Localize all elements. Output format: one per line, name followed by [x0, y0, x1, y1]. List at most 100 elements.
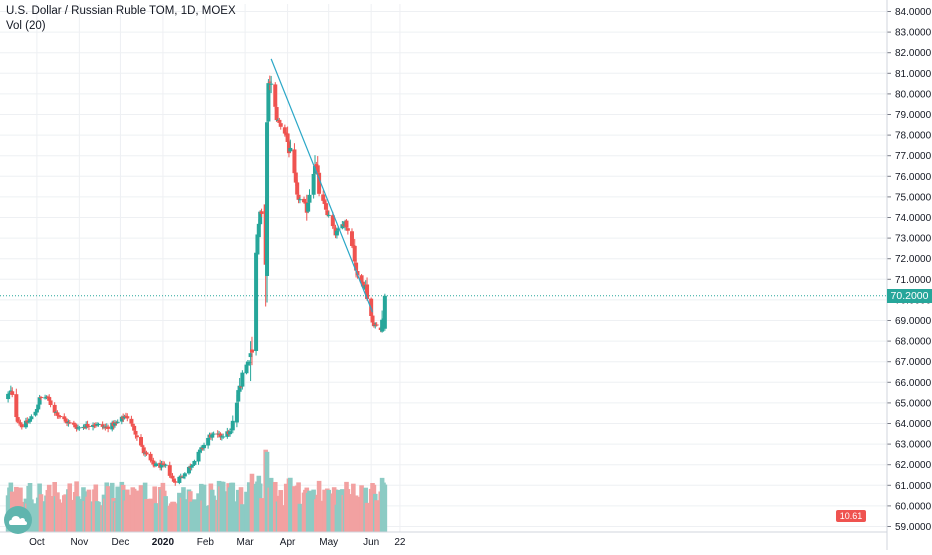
candle [371, 319, 376, 328]
candle-body [352, 245, 357, 262]
candle [295, 179, 300, 198]
candle [247, 360, 252, 366]
candle-body [37, 397, 42, 405]
candle-body [360, 281, 365, 287]
y-tick-label: 67.0000 [895, 357, 932, 368]
volume-bar [115, 486, 121, 532]
candle-body [85, 424, 90, 427]
volume-bar [240, 504, 245, 532]
candle-body [125, 416, 130, 419]
cloud-icon [9, 516, 27, 525]
candle [240, 370, 245, 390]
volume-bar [374, 500, 379, 532]
candle-body [259, 211, 264, 214]
candle [77, 425, 82, 431]
volume-bar [249, 473, 255, 532]
x-tick-label: Apr [280, 537, 296, 548]
candle-body [340, 224, 345, 229]
volume-bar [77, 498, 82, 532]
y-tick-label: 75.0000 [895, 192, 932, 203]
candle [352, 238, 357, 268]
candle-body [196, 451, 201, 462]
candle [237, 378, 242, 394]
candle [365, 277, 370, 301]
candle [96, 422, 101, 427]
tradingview-logo-icon[interactable] [4, 506, 32, 534]
candle-body [23, 420, 28, 428]
volume-bar [86, 489, 92, 532]
candle-body [73, 424, 78, 427]
candle [326, 211, 331, 218]
x-tick-label: 2020 [152, 537, 175, 548]
volume-bar [297, 503, 303, 532]
candle-body [206, 437, 211, 446]
candle-body [325, 210, 330, 216]
chart-legend: U.S. Dollar / Russian Ruble TOM, 1D, MOE… [6, 4, 236, 34]
last-price-label: 70.2000 [887, 289, 932, 303]
y-tick-label: 72.0000 [895, 254, 932, 265]
y-tick-label: 76.0000 [895, 172, 932, 183]
candle-body [237, 385, 242, 392]
candle-body [255, 234, 260, 255]
candle [159, 460, 164, 471]
candle-body [130, 424, 135, 426]
candle-body [43, 397, 48, 399]
candle-body [47, 397, 52, 401]
candle-body [91, 424, 96, 427]
candle-body [370, 315, 375, 323]
candle-body [133, 430, 138, 435]
y-tick-label: 79.0000 [895, 110, 932, 121]
candle-body [374, 324, 379, 326]
volume-bar [288, 477, 293, 532]
y-tick-label: 63.0000 [895, 440, 932, 451]
trendline[interactable] [270, 58, 374, 313]
overlays [0, 58, 887, 313]
candle-body [202, 444, 207, 449]
candle-body [317, 172, 322, 194]
candle [163, 463, 168, 468]
x-tick-label: May [319, 537, 338, 548]
candle [230, 415, 235, 434]
candle-body [141, 447, 146, 454]
candle [167, 461, 172, 478]
volume-bar [345, 489, 351, 532]
candle [265, 86, 270, 303]
candle-body [167, 465, 172, 476]
candle-body [129, 418, 134, 424]
candle [23, 417, 28, 429]
candle-body [170, 476, 175, 479]
candle-body [186, 466, 191, 474]
candle-body [296, 194, 301, 200]
y-tick-label: 65.0000 [895, 398, 932, 409]
candle [106, 424, 111, 433]
candle-body [18, 422, 23, 424]
candle-body [382, 295, 387, 329]
candle [7, 391, 12, 397]
y-tick-label: 68.0000 [895, 337, 932, 348]
candle-body [200, 447, 205, 449]
candle [141, 444, 146, 456]
candle-body [163, 464, 168, 466]
symbol-title[interactable]: U.S. Dollar / Russian Ruble TOM, 1D, MOE… [6, 5, 236, 17]
candle-body [19, 424, 24, 428]
x-tick-label: Feb [197, 537, 215, 548]
candle-body [266, 83, 271, 122]
candle-body [139, 437, 143, 446]
candle [173, 479, 178, 486]
volume-indicator-label[interactable]: Vol (20) [6, 20, 46, 32]
candle-body [371, 322, 376, 327]
last-volume-label: 10.61 [836, 510, 866, 522]
candle-body [307, 194, 312, 203]
volume-bar [38, 494, 44, 532]
y-tick-label: 73.0000 [895, 234, 932, 245]
candle [48, 396, 53, 408]
candle-body [112, 422, 117, 426]
y-tick-label: 64.0000 [895, 419, 932, 430]
candle-body [182, 473, 187, 477]
candle [17, 418, 22, 426]
candle [370, 312, 375, 324]
volume-bar [382, 484, 388, 532]
candle-body [344, 220, 349, 228]
